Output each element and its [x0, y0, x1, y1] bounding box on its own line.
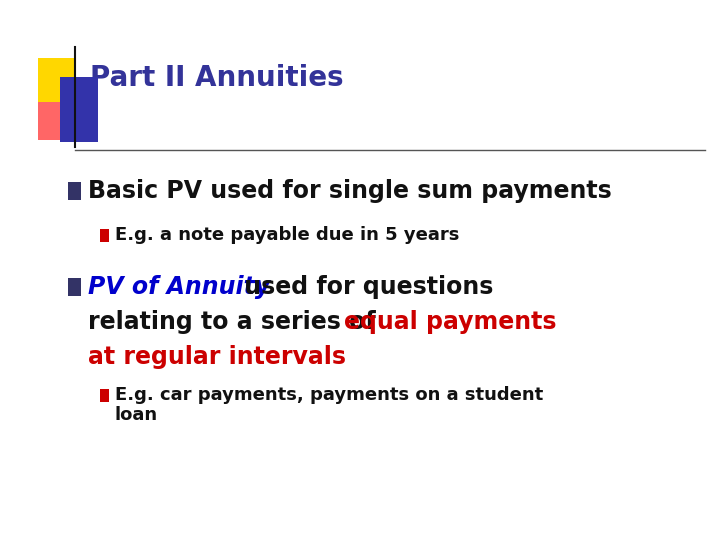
Bar — [68, 278, 81, 296]
Text: E.g. car payments, payments on a student: E.g. car payments, payments on a student — [115, 386, 544, 404]
Text: loan: loan — [115, 406, 158, 424]
Text: equal payments: equal payments — [344, 310, 557, 334]
Text: E.g. a note payable due in 5 years: E.g. a note payable due in 5 years — [115, 226, 459, 244]
Bar — [60, 77, 98, 142]
Bar — [38, 102, 76, 140]
Text: relating to a series of: relating to a series of — [88, 310, 384, 334]
Bar — [100, 389, 109, 402]
Text: PV of Annuity: PV of Annuity — [88, 275, 270, 299]
Text: at regular intervals: at regular intervals — [88, 345, 346, 369]
Text: Part II Annuities: Part II Annuities — [90, 64, 343, 92]
Bar — [38, 58, 76, 110]
Bar — [68, 182, 81, 200]
Text: Basic PV used for single sum payments: Basic PV used for single sum payments — [88, 179, 612, 203]
Bar — [100, 229, 109, 242]
Text: used for questions: used for questions — [236, 275, 493, 299]
